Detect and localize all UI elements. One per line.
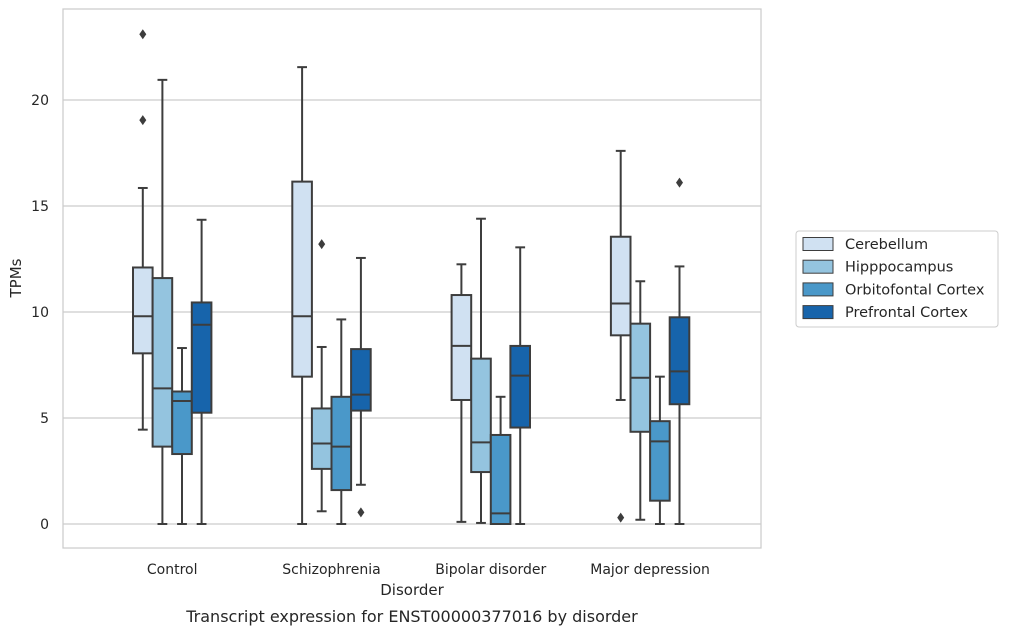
box-hipppocampus: [629, 280, 652, 521]
y-tick-label: 20: [31, 93, 49, 109]
iqr-box: [489, 433, 512, 525]
iqr-box: [470, 357, 492, 474]
legend-frame: [795, 230, 999, 328]
box-cerebellum: [291, 66, 313, 525]
boxes: [132, 29, 691, 525]
y-tick-label: 10: [31, 305, 49, 321]
x-tick-label: Schizophrenia: [282, 562, 380, 578]
iqr-box: [668, 316, 691, 406]
x-tick-label: Control: [147, 562, 198, 578]
x-tick-labels: Control Schizophrenia Bipolar disorder Majo…: [147, 562, 710, 578]
box-orbitofontal-cortex: [649, 375, 671, 525]
iqr-box: [132, 266, 154, 355]
plot-area-frame: [62, 8, 762, 549]
iqr-box: [190, 301, 213, 414]
iqr-box: [151, 277, 174, 448]
box-cerebellum: [132, 29, 154, 431]
legend: Cerebellum Hipppocampus Orbitofontal Corte…: [795, 230, 999, 328]
outlier-point: [676, 177, 683, 188]
legend-label: Hipppocampus: [845, 260, 953, 276]
box-prefrontal-cortex: [350, 256, 372, 518]
x-tick-label: Bipolar disorder: [435, 562, 546, 578]
chart-caption: Transcript expression for ENST0000037701…: [185, 607, 638, 626]
box-cerebellum: [450, 263, 473, 523]
iqr-box: [310, 407, 333, 470]
x-axis-title: Disorder: [380, 581, 444, 599]
iqr-box: [291, 180, 313, 378]
box-orbitofontal-cortex: [489, 395, 512, 525]
outlier-point: [139, 29, 147, 40]
iqr-box: [330, 395, 353, 492]
box-orbitofontal-cortex: [330, 318, 353, 525]
legend-label: Prefrontal Cortex: [845, 305, 968, 321]
iqr-box: [509, 344, 531, 429]
legend-swatch: [802, 305, 834, 320]
iqr-box: [350, 348, 372, 412]
box-prefrontal-cortex: [668, 177, 691, 525]
box-cerebellum: [609, 149, 632, 523]
box-hipppocampus: [310, 239, 333, 513]
y-tick-label: 5: [40, 411, 49, 427]
y-tick-label: 15: [31, 199, 49, 215]
legend-swatch: [802, 259, 834, 274]
box-hipppocampus: [151, 78, 174, 525]
iqr-box: [171, 390, 193, 456]
box-prefrontal-cortex: [190, 218, 213, 525]
y-tick-label: 0: [40, 517, 49, 533]
outlier-point: [318, 239, 326, 250]
legend-label: Cerebellum: [845, 237, 928, 253]
x-tick-label: Major depression: [590, 562, 710, 578]
box-prefrontal-cortex: [509, 246, 531, 525]
iqr-box: [450, 294, 473, 401]
outlier-point: [617, 512, 625, 523]
box-orbitofontal-cortex: [171, 347, 193, 525]
legend-swatch: [802, 237, 834, 251]
iqr-box: [609, 235, 632, 337]
outlier-point: [139, 115, 147, 126]
y-tick-labels: 0 5 10 15 20: [31, 93, 49, 533]
legend-label: Orbitofontal Cortex: [845, 282, 985, 298]
box-hipppocampus: [470, 217, 492, 524]
outlier-point: [357, 507, 365, 518]
iqr-box: [649, 420, 671, 502]
y-axis-title: TPMs: [7, 258, 25, 298]
legend-swatch: [802, 282, 834, 297]
